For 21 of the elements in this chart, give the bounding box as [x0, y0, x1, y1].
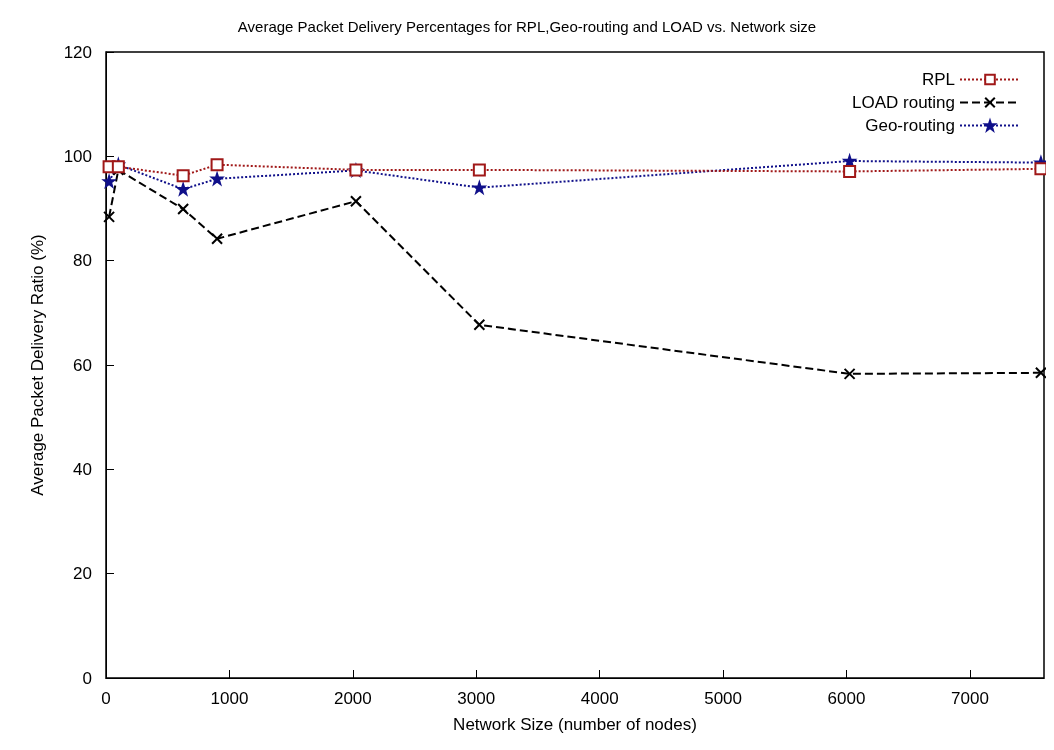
- legend-label: LOAD routing: [852, 93, 955, 112]
- y-tick-label: 80: [73, 251, 92, 271]
- y-tick-label: 40: [73, 459, 92, 479]
- legend-label: Geo-routing: [865, 116, 955, 135]
- y-tick-label: 60: [73, 355, 92, 375]
- y-tick-label: 0: [82, 668, 92, 688]
- y-axis-title: Average Packet Delivery Ratio (%): [28, 234, 47, 496]
- x-tick-label: 1000: [210, 689, 249, 708]
- x-axis-title: Network Size (number of nodes): [453, 715, 697, 734]
- x-tick-label: 7000: [951, 689, 989, 708]
- x-tick-label: 2000: [333, 689, 372, 708]
- chart-title: Average Packet Delivery Percentages for RPL,Geo-routing and LOAD vs. Network size: [237, 18, 817, 35]
- legend-label: RPL: [921, 70, 955, 89]
- x-tick-label: 4000: [580, 689, 619, 708]
- x-tick-label: 6000: [827, 689, 866, 708]
- x-tick-label: 3000: [457, 689, 496, 708]
- y-tick-label: 20: [73, 564, 92, 584]
- y-tick-label: 120: [63, 42, 92, 62]
- x-tick-label: 5000: [704, 689, 743, 708]
- x-tick-label: 0: [101, 689, 111, 708]
- y-tick-label: 100: [63, 146, 92, 166]
